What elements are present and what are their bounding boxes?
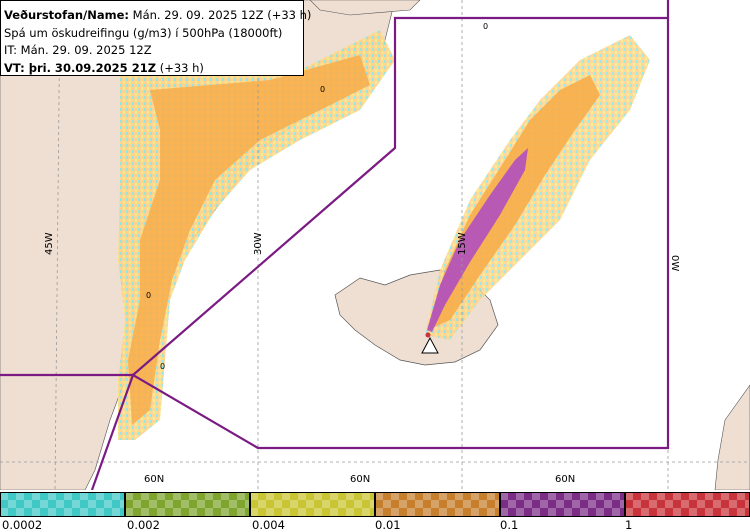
legend-swatch-1 [125,492,250,517]
legend-swatch-4 [500,492,625,517]
legend-bar [0,492,750,517]
contour-label: 0 [320,85,325,94]
legend-label-0: 0.0002 [2,518,43,532]
ash-dispersion-map: 45W 30W 15W 0W 60N 60N 60N 0 0 0 0 [0,0,750,490]
header-lead-time: (+33 h) [159,60,204,75]
volcano-icon [421,332,439,354]
legend-label-3: 0.01 [375,518,401,532]
grid-label-15w: 15W [457,232,468,255]
grid-label-0w: 0W [669,255,680,271]
norway-land [714,384,750,490]
legend-swatch-2 [250,492,375,517]
legend-swatch-0 [0,492,125,517]
grid-label-60n-a: 60N [144,474,164,485]
legend-swatch-5 [625,492,750,517]
contour-label: 0 [160,362,165,371]
forecast-info-box: Veðurstofan/Name: Mán. 29. 09. 2025 12Z … [0,0,311,78]
legend-label-2: 0.004 [252,518,285,532]
arctic-land-top [309,0,421,16]
header-line-4: VT: þri. 30.09.2025 21Z (+33 h) [4,60,300,78]
grid-label-45w: 45W [44,232,55,255]
legend-label-1: 0.002 [127,518,160,532]
header-issuer-label: Veðurstofan/Name: [4,8,129,22]
ash-area-mid-greenland [128,55,370,425]
legend-label-5: 1 [625,518,633,532]
grid-label-60n-c: 60N [555,474,575,485]
grid-label-60n-b: 60N [350,474,370,485]
color-legend: 0.0002 0.002 0.004 0.01 0.1 1 [0,490,750,532]
legend-label-4: 0.1 [500,518,519,532]
ash-plume-high [427,148,528,332]
header-line-1: Veðurstofan/Name: Mán. 29. 09. 2025 12Z … [4,7,311,25]
header-line-3: IT: Mán. 29. 09. 2025 12Z [4,43,152,57]
contour-label: 0 [146,291,151,300]
header-issue-time: Mán. 29. 09. 2025 12Z (+33 h) [132,8,312,22]
fir-boundary [0,0,670,490]
header-line-2: Spá um öskudreifingu (g/m3) í 500hPa (18… [4,25,283,40]
ash-plume-mid [428,75,600,330]
header-valid-time: VT: þri. 30.09.2025 21Z [4,60,157,75]
legend-swatch-3 [375,492,500,517]
grid-label-30w: 30W [253,232,264,255]
contour-label: 0 [483,22,488,31]
